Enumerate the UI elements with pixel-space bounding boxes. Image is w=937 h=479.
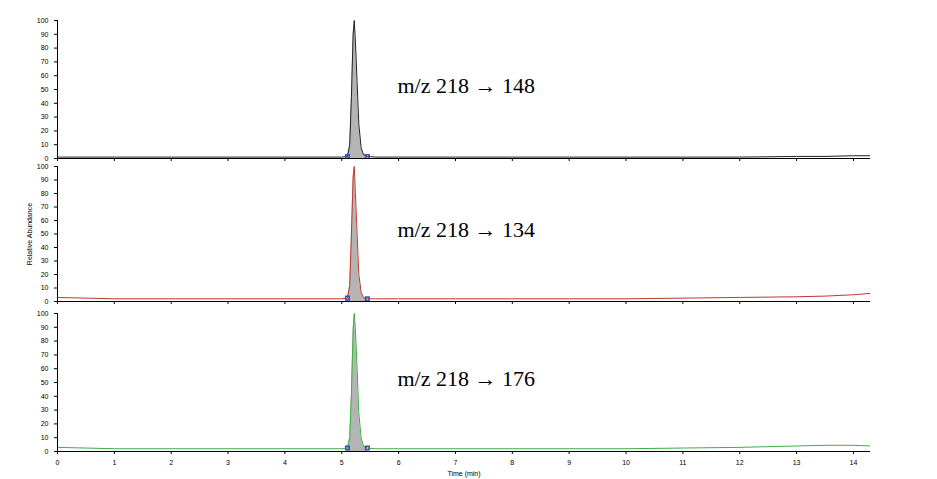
svg-text:13: 13 — [793, 459, 801, 466]
svg-text:10: 10 — [41, 141, 49, 148]
svg-text:80: 80 — [41, 44, 49, 51]
svg-text:0: 0 — [56, 459, 60, 466]
svg-text:9: 9 — [567, 459, 571, 466]
svg-text:2: 2 — [169, 459, 173, 466]
svg-text:30: 30 — [41, 113, 49, 120]
svg-text:90: 90 — [41, 31, 49, 38]
svg-text:30: 30 — [41, 406, 49, 413]
svg-text:10: 10 — [41, 284, 49, 291]
svg-text:100: 100 — [37, 17, 49, 24]
svg-text:70: 70 — [41, 58, 49, 65]
svg-text:12: 12 — [736, 459, 744, 466]
svg-text:m/z 218 → 176: m/z 218 → 176 — [398, 366, 536, 391]
svg-text:m/z 218 → 134: m/z 218 → 134 — [398, 217, 536, 242]
svg-text:m/z 218 → 148: m/z 218 → 148 — [398, 73, 536, 98]
svg-text:50: 50 — [41, 230, 49, 237]
svg-text:20: 20 — [41, 420, 49, 427]
svg-text:20: 20 — [41, 127, 49, 134]
svg-text:40: 40 — [41, 100, 49, 107]
svg-text:80: 80 — [41, 190, 49, 197]
svg-text:100: 100 — [37, 310, 49, 317]
svg-text:10: 10 — [622, 459, 630, 466]
svg-text:0: 0 — [45, 298, 49, 304]
svg-text:80: 80 — [41, 337, 49, 344]
svg-text:90: 90 — [41, 176, 49, 183]
svg-text:10: 10 — [41, 434, 49, 441]
svg-text:70: 70 — [41, 351, 49, 358]
svg-text:7: 7 — [454, 459, 458, 466]
svg-text:20: 20 — [41, 271, 49, 278]
svg-text:1: 1 — [112, 459, 116, 466]
svg-text:Time (min): Time (min) — [447, 470, 480, 478]
svg-text:14: 14 — [850, 459, 858, 466]
svg-text:40: 40 — [41, 393, 49, 400]
svg-text:6: 6 — [397, 459, 401, 466]
svg-text:0: 0 — [45, 448, 49, 455]
svg-text:Relative Abundance: Relative Abundance — [26, 203, 33, 265]
svg-text:5: 5 — [340, 459, 344, 466]
svg-text:40: 40 — [41, 244, 49, 251]
svg-text:70: 70 — [41, 203, 49, 210]
svg-text:50: 50 — [41, 86, 49, 93]
svg-text:100: 100 — [37, 163, 49, 170]
svg-text:8: 8 — [510, 459, 514, 466]
svg-text:30: 30 — [41, 257, 49, 264]
svg-text:4: 4 — [283, 459, 287, 466]
svg-text:90: 90 — [41, 324, 49, 331]
svg-text:60: 60 — [41, 365, 49, 372]
svg-text:0: 0 — [45, 155, 49, 161]
svg-text:50: 50 — [41, 379, 49, 386]
svg-text:3: 3 — [226, 459, 230, 466]
svg-text:60: 60 — [41, 72, 49, 79]
svg-text:11: 11 — [679, 459, 686, 466]
svg-text:60: 60 — [41, 217, 49, 224]
